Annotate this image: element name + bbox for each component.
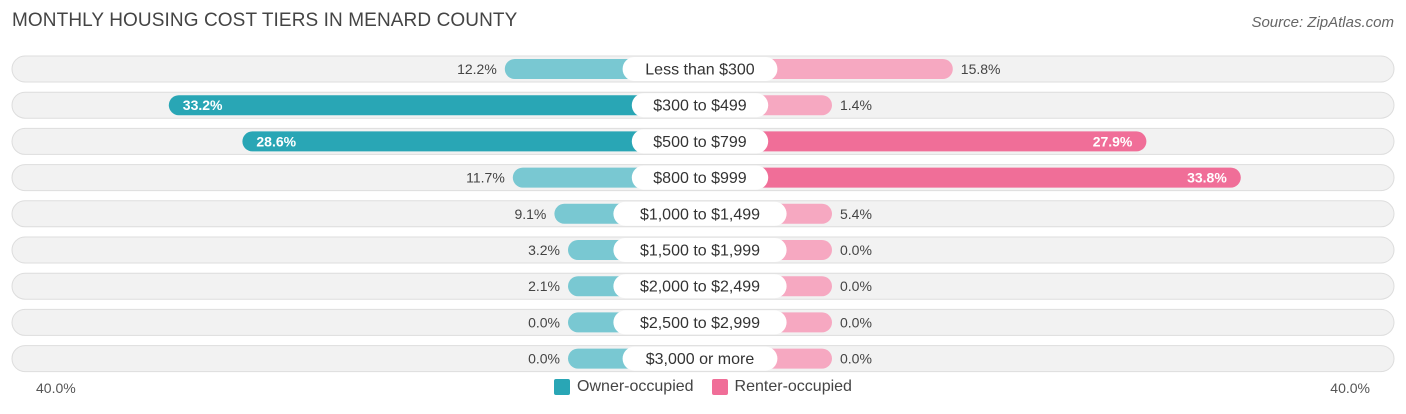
value-label-renter: 0.0% (840, 278, 872, 294)
value-label-owner: 28.6% (256, 133, 296, 149)
value-label-owner: 0.0% (528, 314, 560, 330)
axis-right-label: 40.0% (1330, 380, 1370, 396)
legend-label-renter: Renter-occupied (734, 378, 852, 395)
category-pill (631, 165, 769, 190)
chart-area: Less than $300 12.2% 15.8% $300 to $499 33.2… (11, 55, 1395, 373)
bar-owner (242, 131, 700, 152)
legend-label-owner: Owner-occupied (577, 378, 694, 395)
value-label-owner: 3.2% (528, 242, 560, 258)
value-label-renter: 15.8% (961, 61, 1001, 77)
value-label-renter: 33.8% (1187, 170, 1227, 186)
axis-left-label: 40.0% (36, 380, 76, 396)
chart-title: MONTHLY HOUSING COST TIERS IN MENARD COU… (12, 10, 518, 31)
category-pill (613, 310, 787, 335)
value-label-renter: 5.4% (840, 206, 872, 222)
category-pill (622, 346, 778, 371)
category-label: $800 to $999 (653, 170, 747, 187)
category-label: $500 to $799 (653, 134, 747, 151)
legend-swatch-renter (711, 379, 728, 395)
value-label-owner: 2.1% (528, 278, 560, 294)
bar-owner (168, 95, 701, 116)
value-label-owner: 9.1% (514, 206, 546, 222)
bar-renter (700, 167, 1241, 188)
category-label: $300 to $499 (653, 98, 747, 115)
category-pill (613, 274, 787, 299)
value-label-owner: 0.0% (528, 351, 560, 367)
value-label-renter: 27.9% (1093, 133, 1133, 149)
source-label: Source: ZipAtlas.com (1251, 14, 1394, 31)
category-label: $1,500 to $1,999 (640, 243, 760, 260)
category-pill (613, 238, 787, 262)
value-label-renter: 0.0% (840, 314, 872, 330)
category-pill (631, 93, 769, 118)
value-label-owner: 11.7% (466, 170, 505, 186)
category-pill (631, 129, 769, 154)
category-label: $2,000 to $2,499 (640, 279, 760, 296)
legend-item-owner: Owner-occupied (554, 378, 694, 396)
category-label: $2,500 to $2,999 (640, 315, 760, 332)
legend-item-renter: Renter-occupied (711, 378, 852, 396)
value-label-renter: 1.4% (840, 97, 872, 113)
category-pill (622, 57, 778, 81)
category-pill (613, 201, 787, 226)
value-label-owner: 33.2% (183, 97, 223, 113)
value-label-renter: 0.0% (840, 351, 872, 367)
category-label: $1,000 to $1,499 (640, 206, 760, 223)
value-label-renter: 0.0% (840, 242, 872, 258)
legend-swatch-owner (554, 379, 571, 395)
category-label: Less than $300 (645, 62, 755, 79)
bar-renter (700, 131, 1147, 152)
value-label-owner: 12.2% (457, 61, 497, 77)
category-label: $3,000 or more (646, 351, 755, 368)
legend: Owner-occupied Renter-occupied (0, 378, 1406, 396)
